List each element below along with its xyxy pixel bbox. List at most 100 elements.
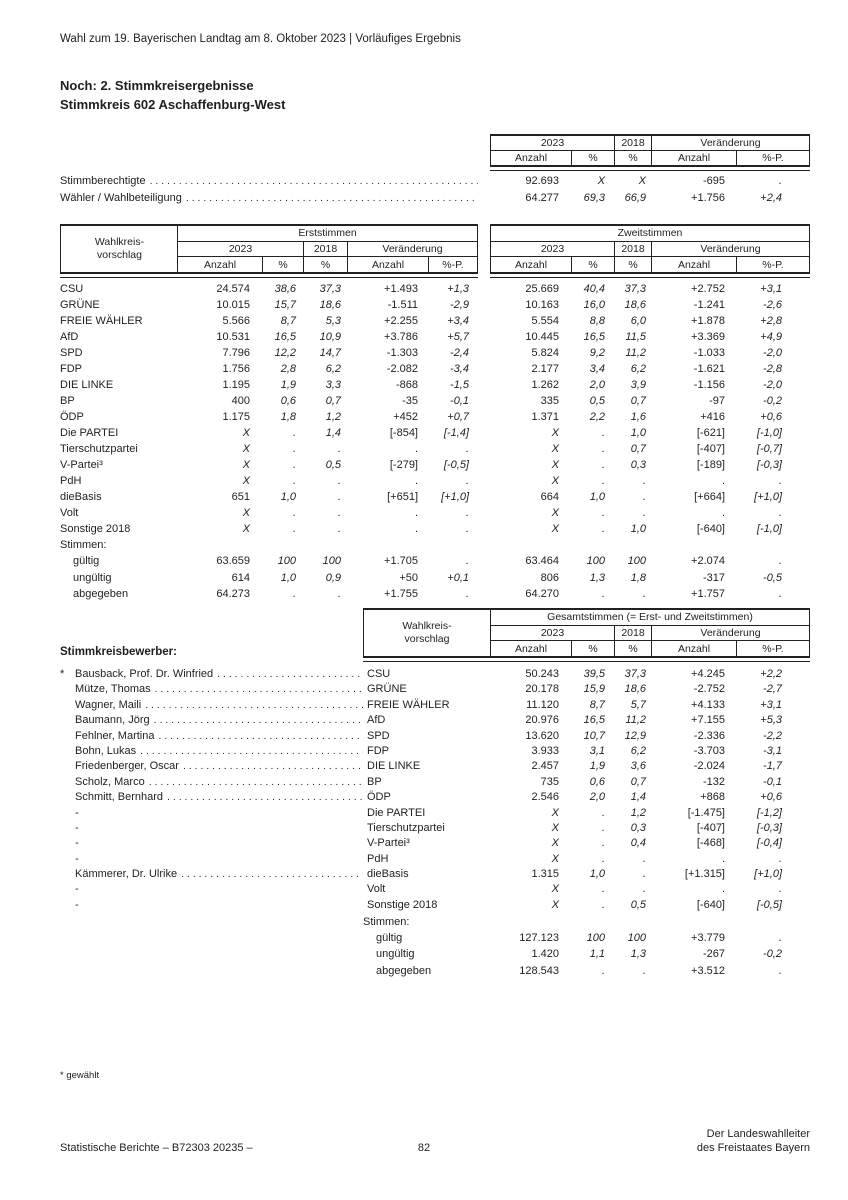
zweit-chg-anzahl: -1.621 <box>693 363 725 375</box>
erst-pct-2018: 37,3 <box>319 283 341 295</box>
summary-row: Wähler / Wahlbeteiligung 64.277 69,3 66,… <box>60 190 808 207</box>
zweit-anzahl-2023: X <box>551 459 559 471</box>
gesamt-pct-2023: 3,1 <box>589 744 605 757</box>
zweit-anzahl-2023: 2.177 <box>531 363 559 375</box>
zweit-pct-2023: 9,2 <box>589 347 605 359</box>
gesamt-pct-2018: 1,3 <box>630 948 646 961</box>
candidate-stimmen-section: Stimmen: gültig 127.123 100 100 +3.779 .… <box>60 914 808 979</box>
elected-marker <box>60 806 75 821</box>
col-header-2023: 2023 <box>228 243 253 255</box>
dot-leader <box>136 744 363 759</box>
gesamt-chg-anzahl: [-468] <box>696 837 725 850</box>
zweit-pct-2023: 16,0 <box>583 299 605 311</box>
gesamt-anzahl-2023: 127.123 <box>519 932 559 945</box>
candidate-row: Friedenberger, Oscar DIE LINKE 2.457 1,9… <box>60 759 808 774</box>
candidate-name: Mütze, Thomas <box>75 683 151 696</box>
column-gap <box>477 441 490 457</box>
party-name: FDP <box>60 363 82 375</box>
gesamt-pct-2023: . <box>601 821 605 834</box>
col-header-pct: % <box>571 257 614 273</box>
col-header-veraenderung: Veränderung <box>651 625 809 641</box>
candidate-party: FREIE WÄHLER <box>367 698 450 711</box>
summary-header-row-units: Anzahl % % Anzahl %-P. <box>491 150 809 165</box>
candidate-party: FDP <box>367 744 389 757</box>
title-line-2: Stimmkreis 602 Aschaffenburg-West <box>60 97 286 112</box>
zweit-chg-anzahl: +1.878 <box>691 315 725 327</box>
stimmen-row-label: ungültig <box>73 571 112 584</box>
candidate-party: Tierschutzpartei <box>367 821 445 834</box>
candidate-party: SPD <box>367 729 390 742</box>
candidate-name-zone: - <box>75 821 363 836</box>
gesamt-chg-pctp: . <box>778 932 782 945</box>
erst-pct-2018: 0,9 <box>325 571 341 584</box>
erststimmen-title-row: Erststimmen <box>178 226 477 241</box>
elected-marker <box>60 898 75 913</box>
erst-pct-2023: 1,0 <box>280 571 296 584</box>
elected-marker <box>60 852 75 867</box>
zweit-pct-2018: 6,2 <box>630 363 646 375</box>
zweit-chg-anzahl: +2.752 <box>691 283 725 295</box>
gesamt-chg-anzahl: -132 <box>702 775 725 788</box>
column-gap <box>477 457 490 473</box>
wahlkreisvorschlag-label: Wahlkreis- vorschlag <box>61 226 178 272</box>
summary-row-label: Stimmberechtigte <box>60 175 146 187</box>
zweit-chg-pctp: [+1,0] <box>754 491 782 503</box>
dot-leader <box>150 713 363 728</box>
col-header-chg-anzahl: Anzahl <box>651 151 736 165</box>
candidate-name-zone: Friedenberger, Oscar <box>75 759 363 774</box>
candidate-name: - <box>75 852 79 865</box>
gesamtstimmen-years-row: 2023 2018 Veränderung <box>491 624 809 641</box>
zweit-chg-pctp: . <box>778 587 782 600</box>
stimmen-section: Stimmen: gültig 63.659 100 100 +1.705 . … <box>60 537 808 602</box>
party-row: ÖDP 1.175 1,8 1,2 +452 +0,7 1.371 2,2 1,… <box>60 409 808 425</box>
erst-chg-anzahl: +1.705 <box>384 555 418 568</box>
zweit-chg-pctp: -0,5 <box>763 571 782 584</box>
zweit-anzahl-2023: 5.554 <box>531 315 559 327</box>
erst-pct-2018: 6,2 <box>325 363 341 375</box>
stimmen-row-label: gültig <box>73 555 100 568</box>
candidate-row: Schmitt, Bernhard ÖDP 2.546 2,0 1,4 +868… <box>60 790 808 805</box>
gesamt-pct-2018: 100 <box>627 932 646 945</box>
zweit-chg-anzahl: [-407] <box>696 443 725 455</box>
gesamt-anzahl-2023: X <box>551 806 559 819</box>
erst-pct-2018: 0,7 <box>325 395 341 407</box>
indent-spacer <box>60 963 363 979</box>
stimmen-row: abgegeben 128.543 . . +3.512 . <box>60 963 808 979</box>
gesamt-chg-pctp: -0,2 <box>763 948 782 961</box>
party-name: Die PARTEI <box>60 427 119 439</box>
page-title: Noch: 2. Stimmkreisergebnisse Stimmkreis… <box>60 76 285 114</box>
party-name: AfD <box>60 331 79 343</box>
gesamt-pct-2023: . <box>601 898 605 911</box>
erst-chg-pctp: . <box>465 443 469 455</box>
elected-marker <box>60 836 75 851</box>
candidate-name: Fehlner, Martina <box>75 729 155 742</box>
chg-pctp: . <box>778 175 782 187</box>
candidate-row: Baumann, Jörg AfD 20.976 16,5 11,2 +7.15… <box>60 713 808 728</box>
stimmen-row: abgegeben 64.273 . . +1.755 . 64.270 . .… <box>60 586 808 602</box>
gesamt-anzahl-2023: 128.543 <box>519 964 559 977</box>
summary-row: Stimmberechtigte 92.693 X X -695 . <box>60 173 808 190</box>
party-row: SPD 7.796 12,2 14,7 -1.303 -2,4 5.824 9,… <box>60 345 808 361</box>
stimmen-row: gültig 63.659 100 100 +1.705 . 63.464 10… <box>60 553 808 569</box>
erststimmen-title: Erststimmen <box>298 227 357 240</box>
erst-pct-2023: 100 <box>277 555 296 568</box>
zweit-pct-2023: 1,3 <box>589 571 605 584</box>
erst-pct-2018: 10,9 <box>319 331 341 343</box>
anzahl-2023: 64.277 <box>525 192 559 204</box>
zweit-anzahl-2023: X <box>551 427 559 439</box>
column-gap <box>477 570 490 586</box>
erst-pct-2023: 12,2 <box>274 347 296 359</box>
zweit-pct-2023: 40,4 <box>583 283 605 295</box>
candidate-name: - <box>75 837 79 850</box>
erst-pct-2018: . <box>337 491 341 503</box>
candidate-row: Kämmerer, Dr. Ulrike dieBasis 1.315 1,0 … <box>60 867 808 882</box>
chg-anzahl: +1.756 <box>691 192 725 204</box>
footnote-gewaehlt: * gewählt <box>60 1070 100 1081</box>
party-name: FREIE WÄHLER <box>60 315 143 327</box>
candidate-row: - V-Partei³ X . 0,4 [-468] [-0,4] <box>60 836 808 851</box>
dot-leader <box>163 790 363 805</box>
erst-pct-2018: . <box>337 507 341 519</box>
zweit-chg-pctp: [-1,0] <box>756 523 782 535</box>
gesamt-chg-anzahl: +4.133 <box>691 698 725 711</box>
zweit-anzahl-2023: 63.464 <box>525 555 559 568</box>
